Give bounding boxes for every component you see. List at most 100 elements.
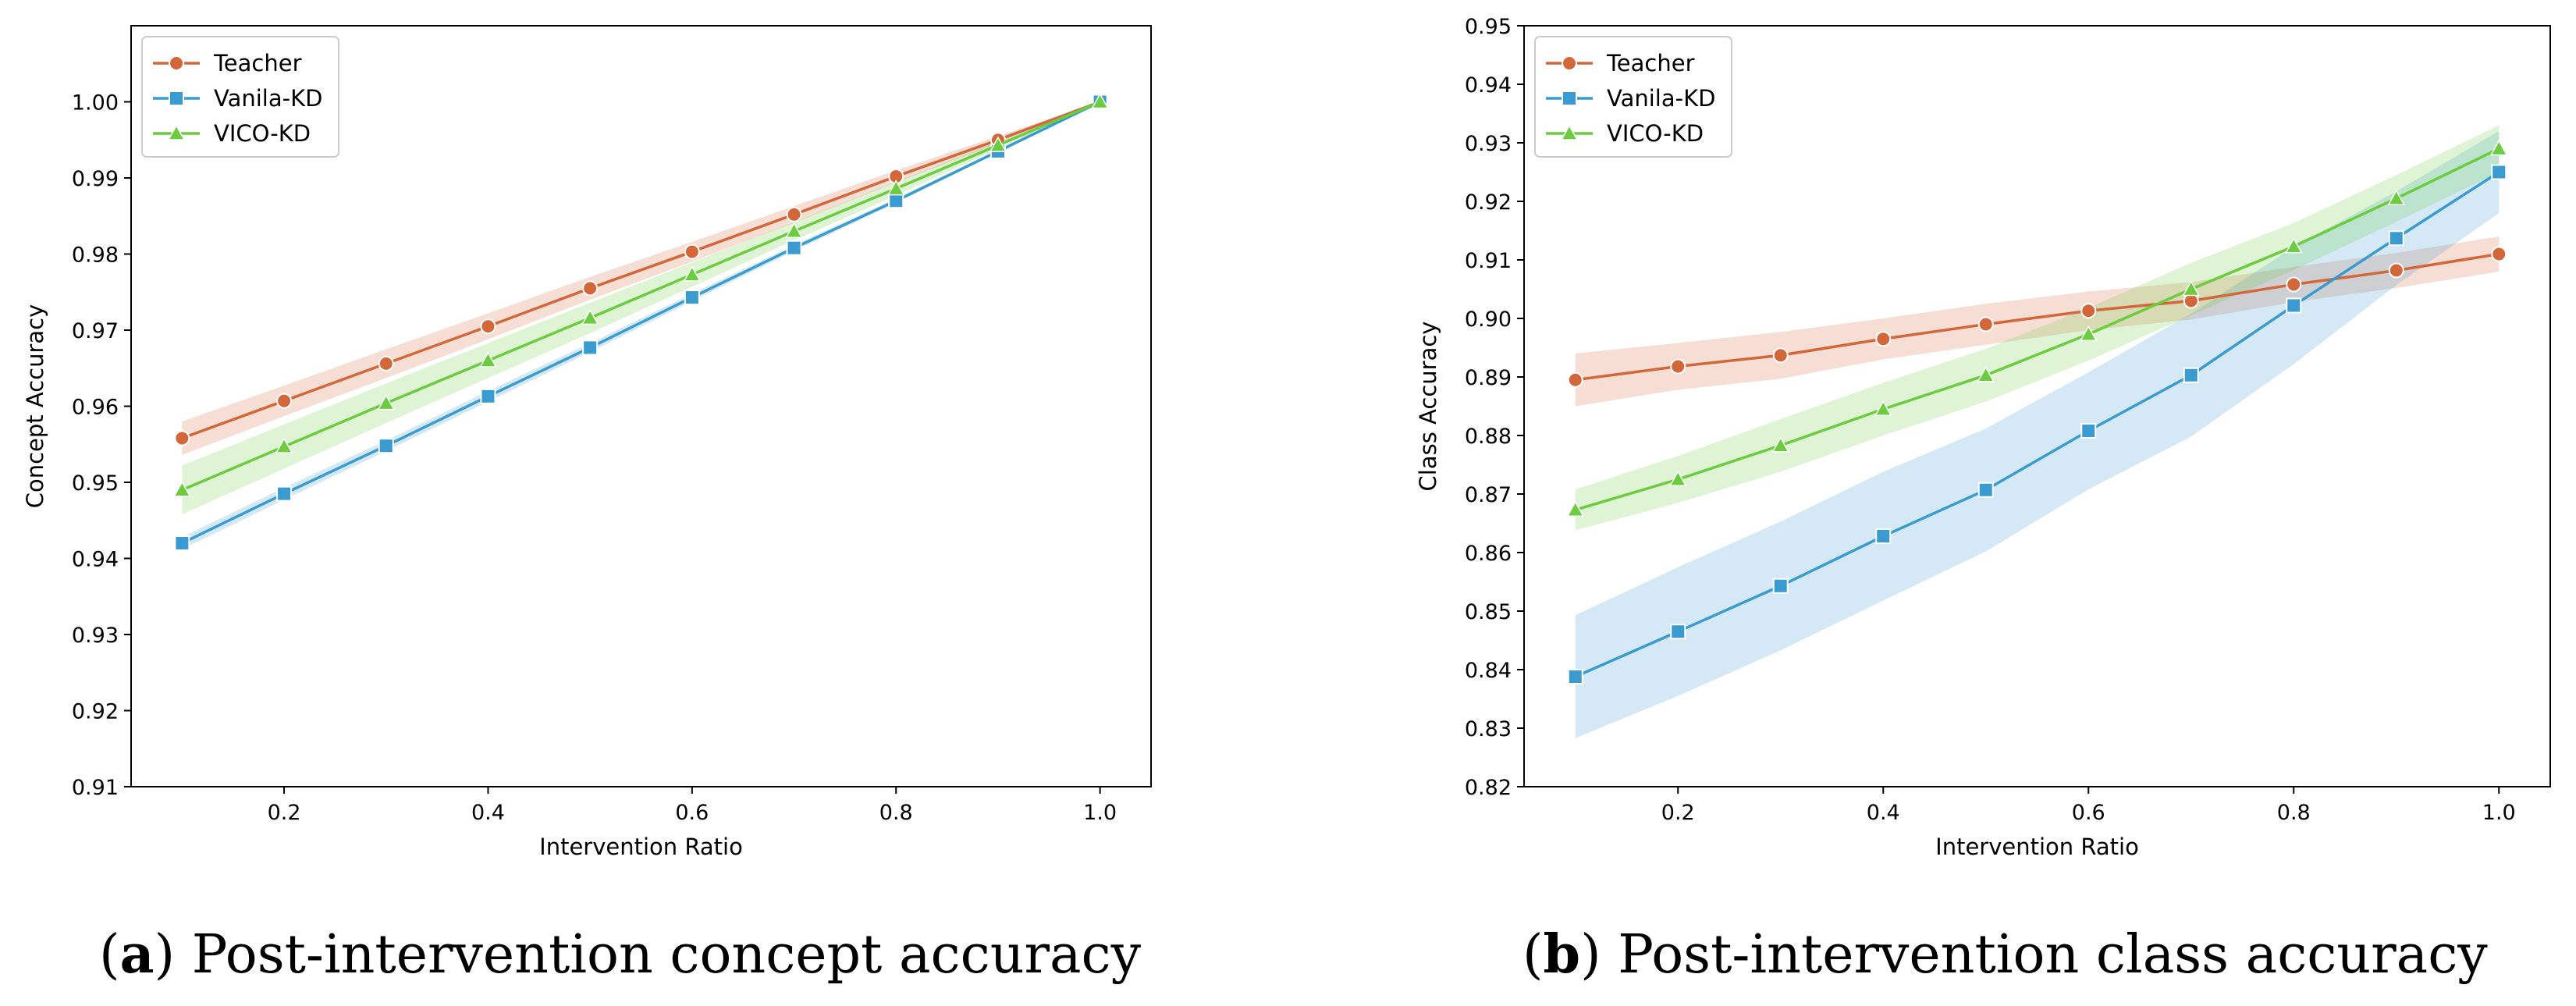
class-vico-kd-point: [2079, 325, 2098, 341]
class-vico-kd-point: [1668, 470, 1687, 486]
concept-vico-kd-point: [377, 394, 396, 411]
concept-y-tick-label: 0.91: [72, 776, 119, 800]
concept-teacher-point: [480, 318, 496, 335]
class-y-tick-label: 0.89: [1465, 366, 1512, 390]
concept-y-tick-label: 1.00: [72, 91, 119, 116]
class-x-axis-label: Intervention Ratio: [1935, 834, 2139, 860]
class-legend-label-vanila-kd: Vanila-KD: [1607, 85, 1715, 112]
class-teacher-point: [2286, 276, 2302, 293]
concept-vanila-kd-point: [480, 388, 496, 404]
concept-vanila-kd-point: [378, 438, 394, 454]
class-vico-kd-point: [2182, 279, 2201, 297]
class-y-tick-label: 0.88: [1465, 425, 1512, 449]
class-teacher-line: [1575, 252, 2500, 382]
concept-y-tick-label: 0.93: [72, 624, 119, 648]
caption-b: (b) Post-intervention class accuracy: [1523, 923, 2488, 986]
class-x-tick-label: 0.4: [1867, 801, 1900, 825]
class-legend-marker-teacher: [1562, 55, 1577, 71]
class-teacher-point: [2388, 262, 2404, 279]
concept-vico-kd-point: [581, 308, 599, 325]
class-teacher-point: [1875, 331, 1892, 347]
concept-vanila-kd-point: [276, 485, 293, 502]
class-vanila-kd-point: [2491, 164, 2507, 180]
chart-class-accuracy: 0.2 0.4 0.6 0.8 1.0 0.82 0.83 0.84 0.85 0.86 0.87 0…: [1415, 15, 2551, 860]
class-vanila-kd-point: [2183, 367, 2199, 383]
concept-vico-kd-point: [785, 222, 803, 238]
class-legend-label-teacher: Teacher: [1606, 50, 1695, 76]
caption-a: (a) Post-intervention concept accuracy: [99, 923, 1142, 986]
class-vanila-kd-point: [2286, 297, 2302, 314]
class-teacher-point: [1670, 358, 1686, 375]
class-teacher-confidence-band: [1575, 236, 2500, 407]
concept-vanila-kd-line: [181, 100, 1101, 545]
concept-x-tick-label: 0.4: [471, 801, 505, 825]
class-y-tick-label: 0.90: [1465, 307, 1512, 332]
concept-x-axis-label: Intervention Ratio: [539, 834, 743, 860]
class-vanila-kd-line: [1575, 171, 2500, 678]
concept-y-tick-label: 0.99: [72, 167, 119, 191]
class-y-tick-label: 0.86: [1465, 542, 1512, 566]
concept-legend: [141, 36, 339, 158]
class-vanila-kd-confidence-band: [1575, 131, 2500, 738]
class-y-tick-label: 0.92: [1465, 190, 1512, 215]
class-teacher-point: [2491, 246, 2507, 262]
class-teacher-point: [2080, 303, 2097, 319]
concept-teacher-point: [276, 393, 293, 409]
concept-vico-kd-confidence-band: [182, 101, 1100, 514]
class-x-tick-label: 1.0: [2482, 801, 2516, 825]
concept-vico-kd-point: [886, 180, 905, 196]
concept-legend-label-vico-kd: VICO-KD: [214, 120, 311, 147]
class-vico-kd-point: [1566, 500, 1585, 517]
class-vanila-kd-point: [1977, 482, 1994, 498]
class-y-tick-label: 0.87: [1465, 483, 1512, 507]
concept-vico-kd-point: [989, 136, 1007, 152]
class-vanila-kd-point: [1772, 578, 1789, 594]
concept-x-tick-label: 0.6: [675, 801, 709, 825]
concept-y-tick-label: 0.97: [72, 319, 119, 343]
class-y-tick-label: 0.93: [1465, 132, 1512, 156]
class-plot-frame: [1523, 25, 2551, 787]
concept-vanila-kd-point: [684, 290, 700, 306]
class-vanila-kd-point: [1875, 528, 1892, 544]
class-vico-kd-confidence-band: [1575, 125, 2500, 531]
concept-vanila-kd-point: [174, 535, 190, 551]
class-y-tick-label: 0.82: [1465, 776, 1512, 800]
concept-vanila-kd-point: [786, 240, 802, 256]
class-vanila-kd-point: [2388, 230, 2404, 247]
concept-x-tick-label: 0.2: [268, 801, 301, 825]
class-teacher-point: [1567, 371, 1583, 388]
concept-teacher-point: [786, 206, 802, 222]
class-legend-label-vico-kd: VICO-KD: [1607, 120, 1704, 147]
concept-vico-kd-point: [173, 481, 191, 497]
concept-teacher-point: [582, 280, 599, 297]
concept-legend-marker-teacher: [169, 55, 184, 71]
class-vico-kd-line: [1575, 147, 2500, 511]
concept-y-tick-label: 0.96: [72, 396, 119, 420]
concept-y-tick-label: 0.95: [72, 471, 119, 496]
caption-a-letter: a: [120, 923, 155, 986]
class-y-tick-label: 0.83: [1465, 717, 1512, 741]
concept-vico-kd-point: [1091, 92, 1109, 109]
class-x-tick-label: 0.8: [2277, 801, 2311, 825]
concept-vanila-kd-point: [582, 339, 599, 356]
concept-y-tick-label: 0.92: [72, 700, 119, 724]
class-vico-kd-point: [2284, 237, 2303, 254]
concept-vico-kd-point: [275, 437, 293, 453]
concept-teacher-confidence-band: [182, 101, 1100, 455]
class-vico-kd-point: [2489, 139, 2508, 156]
class-y-tick-label: 0.84: [1465, 659, 1512, 683]
caption-b-letter: b: [1544, 923, 1581, 986]
class-teacher-point: [1977, 316, 1994, 332]
class-y-tick-label: 0.95: [1465, 15, 1512, 39]
concept-teacher-point: [684, 244, 700, 260]
concept-vico-kd-point: [683, 265, 702, 282]
class-legend-marker-vico-kd: [1560, 124, 1579, 140]
concept-vico-kd-line: [181, 100, 1101, 492]
concept-y-tick-label: 0.94: [72, 548, 119, 572]
class-y-tick-label: 0.94: [1465, 73, 1512, 98]
concept-vanila-kd-point: [888, 193, 904, 209]
class-vico-kd-point: [1977, 366, 1995, 382]
concept-x-tick-label: 1.0: [1083, 801, 1117, 825]
class-y-axis-label: Class Accuracy: [1415, 322, 1441, 492]
